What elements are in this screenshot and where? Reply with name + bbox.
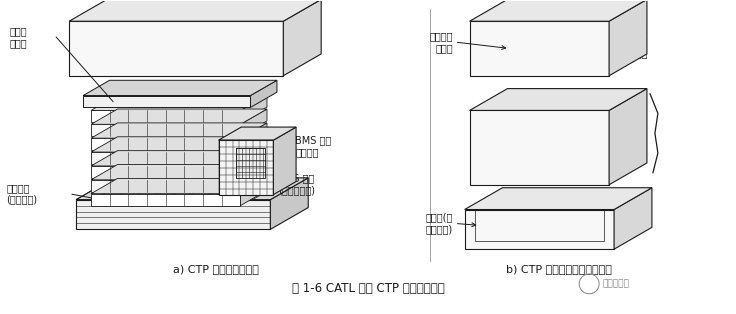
Polygon shape: [470, 21, 609, 76]
Polygon shape: [219, 127, 296, 140]
Polygon shape: [69, 21, 283, 76]
Text: 表面布置: 表面布置: [624, 24, 648, 34]
Polygon shape: [91, 124, 241, 136]
Polygon shape: [91, 109, 267, 124]
Text: BMS 系统: BMS 系统: [295, 135, 331, 145]
Polygon shape: [91, 151, 267, 166]
Text: 电池包壳体: 电池包壳体: [255, 14, 285, 24]
Text: 电芯外部: 电芯外部: [429, 31, 453, 41]
Polygon shape: [91, 95, 267, 111]
Text: 定结构: 定结构: [10, 38, 27, 48]
Polygon shape: [91, 180, 241, 192]
Polygon shape: [91, 194, 241, 206]
Polygon shape: [241, 95, 267, 122]
Polygon shape: [609, 89, 647, 185]
Polygon shape: [464, 209, 614, 249]
Polygon shape: [470, 111, 609, 185]
Polygon shape: [241, 178, 267, 206]
Text: BMS 壳体: BMS 壳体: [278, 173, 314, 183]
Polygon shape: [91, 165, 267, 180]
Polygon shape: [219, 140, 273, 195]
Text: a) CTP 电池结构爆炸图: a) CTP 电池结构爆炸图: [173, 264, 258, 274]
Polygon shape: [91, 123, 267, 138]
Polygon shape: [241, 151, 267, 178]
Polygon shape: [91, 111, 241, 122]
Text: (内涂导热胶): (内涂导热胶): [278, 185, 315, 195]
Text: 艾邦高分子: 艾邦高分子: [602, 279, 629, 288]
Polygon shape: [464, 188, 652, 209]
Polygon shape: [241, 109, 267, 136]
Polygon shape: [614, 188, 652, 249]
Text: 度传感器: 度传感器: [624, 48, 648, 58]
Text: 电芯固: 电芯固: [10, 26, 27, 36]
Text: 压力与温: 压力与温: [624, 36, 648, 46]
Text: 及其连接: 及其连接: [295, 147, 319, 157]
Polygon shape: [91, 137, 267, 152]
Polygon shape: [241, 137, 267, 164]
Polygon shape: [241, 123, 267, 150]
Polygon shape: [470, 0, 647, 21]
Text: 上壳体: 上壳体: [435, 43, 453, 53]
Text: 下壳体(内: 下壳体(内: [425, 213, 453, 222]
Polygon shape: [69, 0, 321, 21]
Polygon shape: [270, 178, 308, 229]
Text: 单体整体: 单体整体: [7, 183, 30, 193]
Polygon shape: [83, 80, 277, 95]
Text: b) CTP 电池包中单体整体结构: b) CTP 电池包中单体整体结构: [506, 264, 612, 274]
Polygon shape: [273, 127, 296, 195]
Polygon shape: [236, 148, 266, 178]
Polygon shape: [76, 200, 270, 229]
Text: 图 1-6 CATL 某种 CTP 设计应用实例: 图 1-6 CATL 某种 CTP 设计应用实例: [291, 282, 445, 295]
Polygon shape: [250, 80, 277, 107]
Polygon shape: [241, 165, 267, 192]
Polygon shape: [91, 138, 241, 150]
Text: 单体电芯: 单体电芯: [624, 140, 648, 150]
Polygon shape: [609, 0, 647, 76]
Polygon shape: [76, 178, 308, 200]
Text: 涂导热胶): 涂导热胶): [425, 225, 453, 234]
Text: (涂导热胶): (涂导热胶): [7, 195, 38, 205]
Polygon shape: [470, 89, 647, 111]
Polygon shape: [91, 152, 241, 164]
Polygon shape: [283, 0, 321, 76]
Polygon shape: [83, 95, 250, 107]
Polygon shape: [91, 178, 267, 194]
Polygon shape: [91, 166, 241, 178]
